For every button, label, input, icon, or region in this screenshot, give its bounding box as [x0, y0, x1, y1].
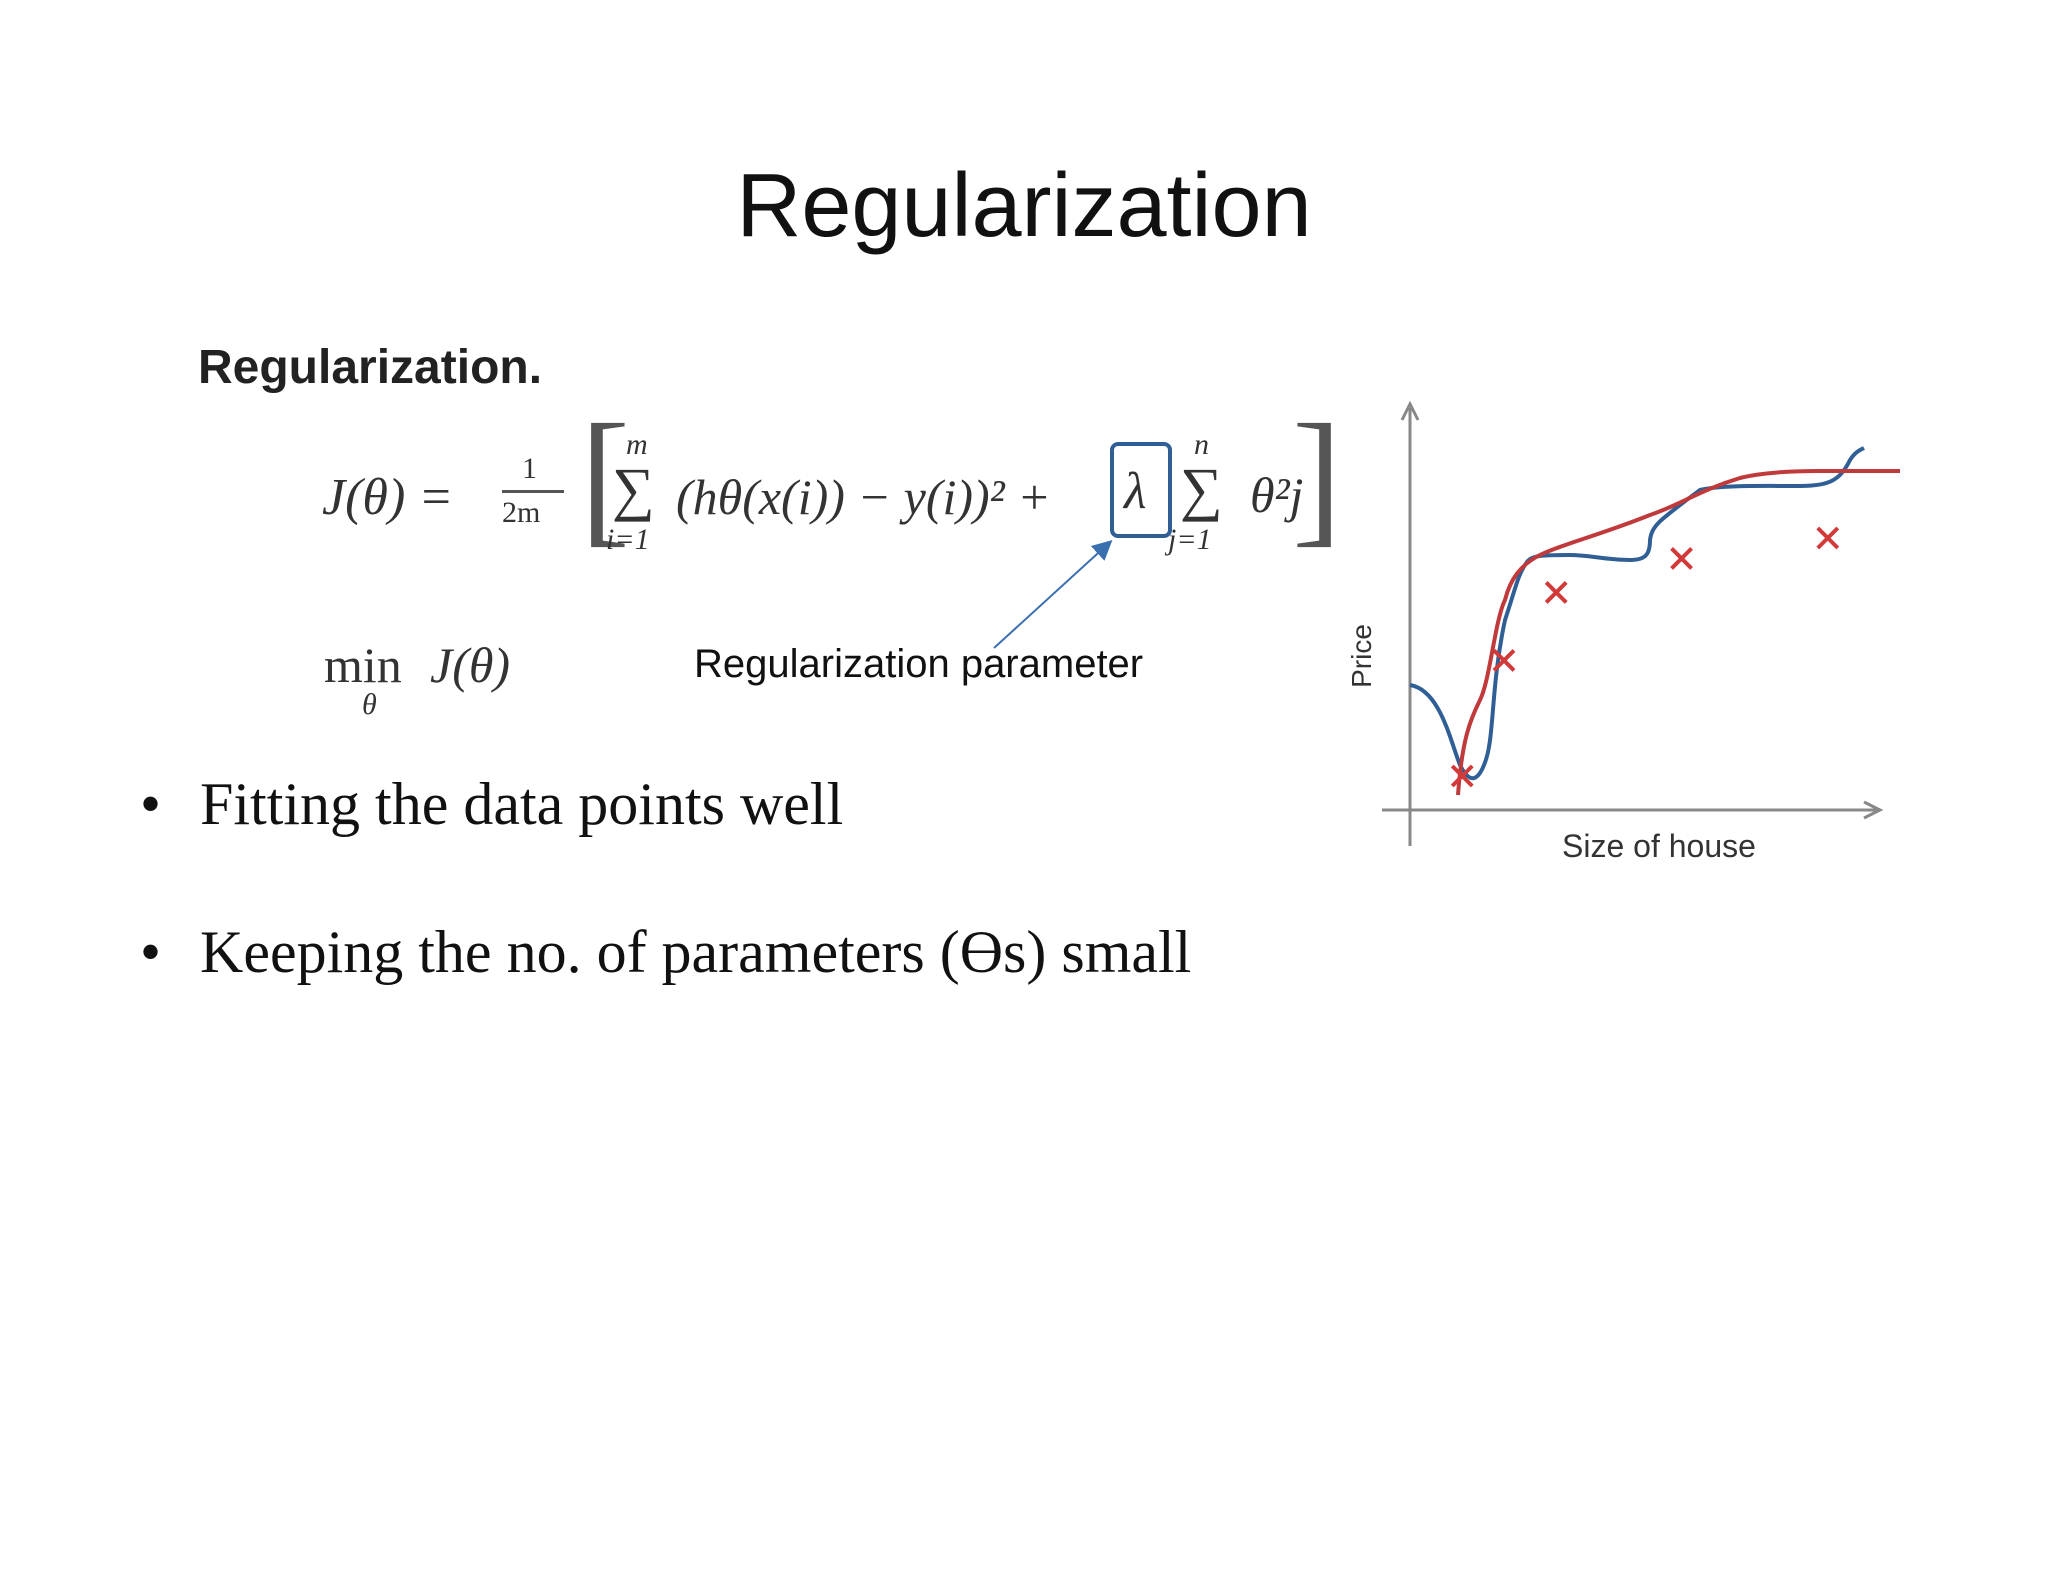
eq-right-bracket: ] — [1292, 394, 1342, 560]
lambda-highlight-box — [1110, 442, 1172, 538]
bullet-text: Fitting the data points well — [200, 771, 844, 837]
bullet-item: • Keeping the no. of parameters (Ɵs) smal… — [140, 918, 1191, 987]
eq-sum2-sigma: ∑ — [1180, 456, 1223, 522]
chart-axes — [1382, 400, 1884, 846]
bullet-dot: • — [140, 919, 162, 985]
eq-frac-num: 1 — [522, 452, 537, 485]
section-subtitle: Regularization. — [198, 341, 543, 394]
y-axis-arrow — [1400, 400, 1420, 421]
min-word: min — [324, 637, 402, 693]
eq-sum2-body: θ²j — [1250, 467, 1304, 523]
eq-frac-bar — [502, 490, 564, 493]
eq-sum1-sigma: ∑ — [612, 456, 655, 522]
data-point-marker — [1492, 648, 1516, 672]
eq-sum1-body: (hθ(x(i)) − y(i))² + — [676, 469, 1051, 525]
annotation-label: Regularization parameter — [694, 642, 1144, 686]
data-point-marker — [1816, 526, 1840, 550]
min-expr: J(θ) — [430, 637, 511, 693]
x-axis-arrow — [1863, 800, 1884, 820]
bullet-dot: • — [140, 771, 162, 837]
eq-left-bracket: [ — [580, 394, 630, 560]
eq-sum2-top: n — [1194, 428, 1209, 461]
page-title: Regularization — [736, 156, 1312, 256]
min-subscript: θ — [362, 688, 377, 721]
overfit-curve — [1409, 446, 1865, 781]
eq-sum1-top: m — [626, 428, 648, 461]
x-axis-label: Size of house — [1562, 828, 1756, 864]
eq-frac-den: 2m — [502, 496, 541, 529]
eq-lambda: λ — [1124, 463, 1147, 520]
eq-lhs: J(θ) = — [322, 469, 454, 526]
bullet-item: • Fitting the data points well — [140, 770, 843, 839]
eq-sum1-bottom: i=1 — [606, 523, 650, 556]
regularized-curve — [1456, 469, 1900, 796]
y-axis-label: Price — [1345, 624, 1377, 688]
bullet-text: Keeping the no. of parameters (Ɵs) small — [200, 919, 1192, 985]
data-point-marker — [1670, 546, 1693, 570]
data-point-marker — [1544, 580, 1568, 604]
data-point-marker — [1450, 764, 1474, 788]
data-point-markers — [1450, 526, 1840, 788]
eq-sum2-bottom: j=1 — [1168, 523, 1212, 556]
